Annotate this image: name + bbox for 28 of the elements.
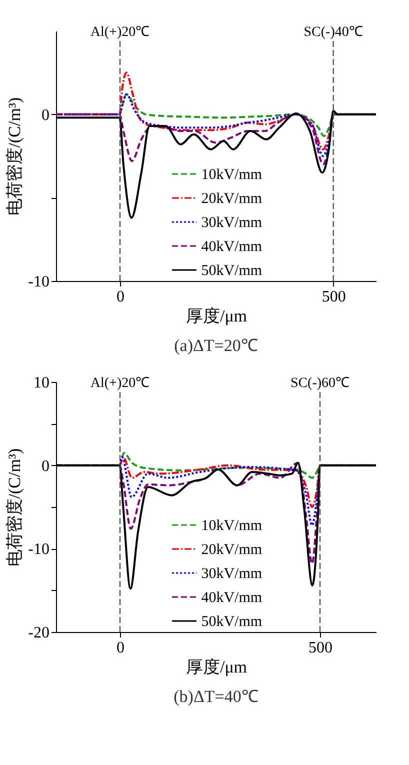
legend-label: 30kV/mm (201, 215, 262, 231)
y-tick-label: -10 (28, 274, 50, 290)
text: (a)ΔT=20℃ (174, 336, 258, 355)
y-tick-label: 10 (34, 374, 50, 392)
x-axis-title: 厚度/μm (186, 306, 248, 326)
legend-label: 40kV/mm (201, 239, 262, 255)
y-tick-label: 0 (42, 106, 50, 124)
legend-label: 40kV/mm (201, 590, 262, 606)
ref-line-label: Al(+)20℃ (90, 25, 150, 40)
legend-label: 10kV/mm (201, 518, 262, 534)
legend-label: 20kV/mm (201, 542, 262, 558)
legend-label: 10kV/mm (201, 167, 262, 183)
y-tick-label: -10 (28, 541, 50, 558)
legend-label: 50kV/mm (201, 614, 262, 630)
ref-line-label: SC(-)40℃ (304, 25, 363, 40)
x-tick-label: 500 (322, 288, 346, 306)
legend-label: 20kV/mm (201, 191, 262, 207)
ref-line-label: SC(-)60℃ (290, 376, 350, 391)
text: (b)ΔT=40℃ (174, 687, 258, 706)
x-tick-label: 500 (308, 640, 332, 656)
y-axis-title: 电荷密度/(C/m³) (5, 97, 24, 216)
y-tick-label: -20 (28, 624, 50, 642)
y-axis-title: 电荷密度/(C/m³) (5, 448, 24, 567)
legend-label: 30kV/mm (201, 566, 262, 582)
legend-label: 50kV/mm (201, 263, 262, 279)
y-tick-label: 0 (42, 458, 50, 475)
ref-line-label: Al(+)20℃ (90, 376, 150, 391)
x-axis-title: 厚度/μm (186, 658, 248, 676)
